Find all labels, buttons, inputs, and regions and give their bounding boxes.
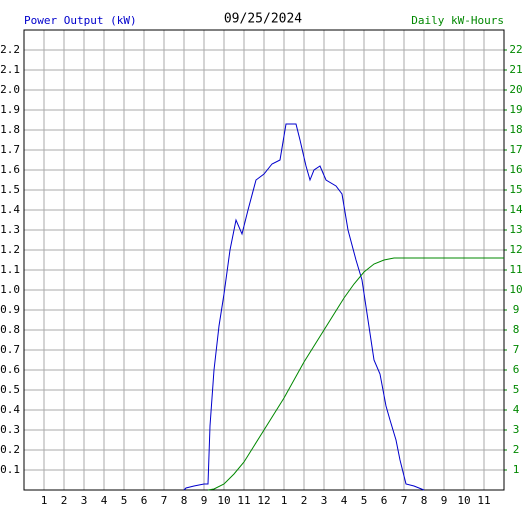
x-tick-label: 8 [421,494,428,507]
y2-tick-label: 12 [509,243,522,256]
y2-tick-label: 13 [509,223,522,236]
y-tick-label: 0.2 [0,443,20,456]
y-tick-label: 1.1 [0,263,20,276]
y2-tick-label: 18 [509,123,522,136]
y-tick-label: 1.8 [0,123,20,136]
x-tick-label: 2 [301,494,308,507]
x-tick-label: 10 [457,494,470,507]
y-tick-label: 1.0 [0,283,20,296]
chart-title: 09/25/2024 [224,12,302,27]
y-tick-label: 2.2 [0,43,20,56]
y-tick-label: 2.1 [0,63,20,76]
y2-tick-label: 2 [513,443,520,456]
x-tick-label: 4 [101,494,108,507]
x-tick-label: 7 [401,494,408,507]
y-tick-label: 1.9 [0,103,20,116]
x-tick-label: 1 [281,494,288,507]
y2-tick-label: 16 [509,163,522,176]
y2-tick-label: 22 [509,43,522,56]
y2-tick-label: 10 [509,283,522,296]
y2-tick-label: 14 [509,203,523,216]
y-tick-label: 1.5 [0,183,20,196]
legend-entry: Daily kW-Hours [411,14,504,27]
y2-tick-label: 5 [513,383,520,396]
y2-tick-label: 20 [509,83,522,96]
x-tick-label: 10 [217,494,230,507]
y2-tick-label: 21 [509,63,522,76]
y2-tick-label: 6 [513,363,520,376]
y2-tick-label: 15 [509,183,522,196]
y2-tick-label: 3 [513,423,520,436]
y2-tick-label: 7 [513,343,520,356]
x-tick-label: 1 [41,494,48,507]
y-tick-label: 0.8 [0,323,20,336]
x-tick-label: 5 [121,494,128,507]
x-tick-label: 11 [477,494,490,507]
x-tick-label: 12 [257,494,270,507]
y2-tick-label: 9 [513,303,520,316]
x-tick-label: 8 [181,494,188,507]
x-tick-label: 2 [61,494,68,507]
y-tick-label: 0.6 [0,363,20,376]
y-tick-label: 1.6 [0,163,20,176]
y-tick-label: 0.1 [0,463,20,476]
x-tick-label: 6 [141,494,148,507]
legend-entry: Power Output (kW) [24,14,137,27]
x-tick-label: 6 [381,494,388,507]
x-tick-label: 5 [361,494,368,507]
x-tick-label: 7 [161,494,168,507]
x-tick-label: 3 [321,494,328,507]
y-tick-label: 2.0 [0,83,20,96]
y-tick-label: 0.3 [0,423,20,436]
y-tick-label: 1.7 [0,143,20,156]
y-tick-label: 0.7 [0,343,20,356]
x-tick-label: 11 [237,494,250,507]
y-tick-label: 0.5 [0,383,20,396]
y2-tick-label: 4 [513,403,520,416]
y-tick-label: 1.2 [0,243,20,256]
y2-tick-label: 1 [513,463,520,476]
y2-tick-label: 8 [513,323,520,336]
x-tick-label: 9 [441,494,448,507]
plot-border [23,29,505,491]
x-tick-label: 9 [201,494,208,507]
y-tick-label: 1.4 [0,203,20,216]
y2-tick-label: 11 [509,263,522,276]
data-line [207,257,504,491]
y-tick-label: 0.4 [0,403,20,416]
y-tick-label: 0.9 [0,303,20,316]
data-line [183,123,425,491]
y2-tick-label: 17 [509,143,522,156]
x-tick-label: 3 [81,494,88,507]
y2-tick-label: 19 [509,103,522,116]
x-tick-label: 4 [341,494,348,507]
y-tick-label: 1.3 [0,223,20,236]
